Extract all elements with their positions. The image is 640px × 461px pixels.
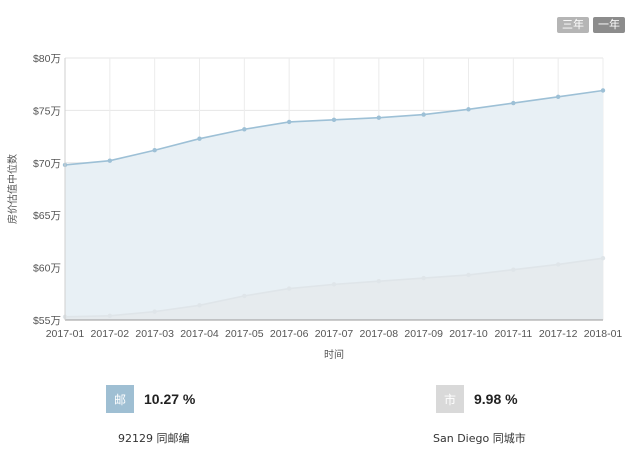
series-1-point: [421, 112, 426, 117]
x-axis-title: 时间: [324, 348, 344, 361]
time-range-selector: 三年 一年: [557, 17, 625, 33]
x-tick-label: 2017-03: [135, 328, 174, 340]
series-1-area: [65, 90, 603, 320]
zip-stat: 邮 10.27 %: [106, 385, 195, 413]
series-2-area: [65, 258, 603, 320]
series-1-point: [600, 88, 606, 93]
series-2-point: [331, 282, 337, 287]
series-1-point: [331, 117, 337, 123]
series-1-point: [197, 136, 202, 141]
x-tick-label: 2017-10: [449, 328, 488, 340]
series-2-point: [600, 255, 606, 261]
series-1-point: [152, 148, 157, 153]
three-year-button[interactable]: 三年: [557, 17, 589, 33]
zip-caption: 92129 同邮编: [118, 432, 190, 445]
city-change-value: 9.98 %: [474, 391, 518, 407]
x-tick-label: 2017-12: [539, 328, 578, 340]
series-2-point: [197, 303, 202, 308]
series-2-point: [511, 267, 516, 272]
x-tick-label: 2017-06: [270, 328, 309, 340]
series-2-point: [376, 279, 382, 284]
y-tick-label: $55万: [33, 315, 61, 327]
series-1-point: [242, 127, 247, 132]
x-tick-label: 2018-01: [584, 328, 623, 340]
series-1-point: [555, 94, 561, 99]
city-badge: 市: [436, 385, 464, 413]
series-1-point: [286, 119, 292, 125]
x-tick-label: 2017-09: [404, 328, 443, 340]
y-tick-label: $70万: [33, 158, 61, 170]
city-stat: 市 9.98 %: [436, 385, 518, 413]
series-1-point: [107, 158, 113, 163]
x-tick-label: 2017-01: [46, 328, 85, 340]
zip-badge: 邮: [106, 385, 134, 413]
x-tick-label: 2017-02: [91, 328, 130, 340]
y-tick-label: $80万: [33, 53, 61, 65]
y-tick-label: $65万: [33, 210, 61, 222]
series-2-point: [286, 286, 292, 291]
series-2-point: [421, 275, 426, 281]
x-tick-label: 2017-07: [315, 328, 354, 340]
one-year-button[interactable]: 一年: [593, 17, 625, 33]
series-1-point: [511, 100, 516, 106]
y-tick-label: $60万: [33, 263, 61, 275]
series-2-point: [152, 309, 157, 314]
series-1-point: [466, 107, 471, 112]
series-2-point: [107, 313, 113, 319]
series-2-point: [466, 272, 471, 278]
x-tick-label: 2017-08: [360, 328, 399, 340]
y-tick-label: $75万: [33, 105, 61, 117]
zip-change-value: 10.27 %: [144, 391, 196, 407]
price-trend-chart: $55万 $60万 $65万 $70万 $75万 $80万 2017-01 2017-02 20…: [6, 53, 623, 361]
x-tick-label: 2017-05: [225, 328, 264, 340]
y-axis-title: 房价估值中位数: [6, 154, 19, 224]
series-2-point: [242, 293, 247, 299]
city-caption: San Diego 同城市: [433, 432, 526, 445]
x-tick-label: 2017-04: [180, 328, 219, 340]
x-tick-label: 2017-11: [494, 328, 532, 340]
series-1-point: [376, 115, 382, 120]
series-2-point: [555, 262, 561, 267]
